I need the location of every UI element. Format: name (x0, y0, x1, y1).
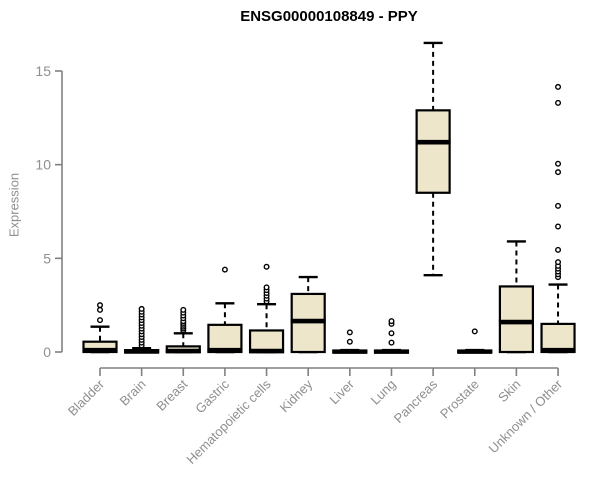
outlier-point (555, 246, 562, 253)
box-group-breast (165, 306, 201, 354)
x-category-label: Liver (326, 376, 357, 407)
box-group-prostate (457, 328, 493, 354)
x-category-label: Bladder (65, 376, 108, 419)
outlier-point (388, 318, 395, 325)
x-category-label: Skin (495, 377, 523, 405)
x-category-label: Prostate (437, 377, 482, 422)
outlier-point (388, 339, 395, 346)
outlier-point (555, 99, 562, 106)
outlier-point (555, 202, 562, 209)
box-group-skin (498, 240, 534, 354)
box (498, 285, 534, 354)
x-category-label: Breast (153, 376, 190, 413)
box (540, 322, 576, 354)
outlier-point (96, 306, 103, 313)
chart-title: ENSG00000108849 - PPY (240, 8, 418, 25)
outlier-point (555, 83, 562, 90)
outlier-point (221, 266, 228, 273)
outlier-point (555, 169, 562, 176)
x-category-label: Brain (117, 377, 149, 409)
box (415, 109, 451, 194)
outlier-point (180, 306, 187, 313)
box-group-gastric (207, 266, 243, 354)
box-group-brain (124, 305, 160, 354)
box-group-bladder (82, 302, 118, 354)
outlier-point (346, 329, 353, 336)
box-group-kidney (290, 275, 326, 354)
y-tick-label: 10 (35, 157, 51, 173)
box-group-unknown-other (540, 83, 576, 354)
x-category-label: Lung (368, 377, 399, 408)
y-tick-label: 15 (35, 63, 51, 79)
outlier-point (96, 302, 103, 309)
outlier-point (555, 259, 562, 266)
box-group-pancreas (415, 41, 451, 277)
box-group-hematopoietic-cells (248, 263, 285, 354)
y-axis: 0 5 10 15 (35, 63, 63, 360)
outlier-point (555, 160, 562, 167)
outlier-point (388, 330, 395, 337)
box-group-lung (373, 318, 410, 354)
outlier-point (263, 284, 270, 291)
outlier-point (471, 328, 478, 335)
y-tick-label: 0 (43, 344, 51, 360)
outlier-point (555, 223, 562, 230)
x-category-label: Unknown / Other (486, 376, 566, 456)
outlier-point (96, 317, 103, 324)
x-category-label: Gastric (192, 376, 232, 416)
outlier-point (263, 263, 270, 270)
box-group-liver (332, 329, 368, 354)
x-category-label: Kidney (277, 376, 316, 415)
outlier-point (138, 305, 145, 312)
y-tick-label: 5 (43, 250, 51, 266)
outlier-point (346, 338, 353, 345)
x-category-label: Pancreas (391, 376, 441, 426)
